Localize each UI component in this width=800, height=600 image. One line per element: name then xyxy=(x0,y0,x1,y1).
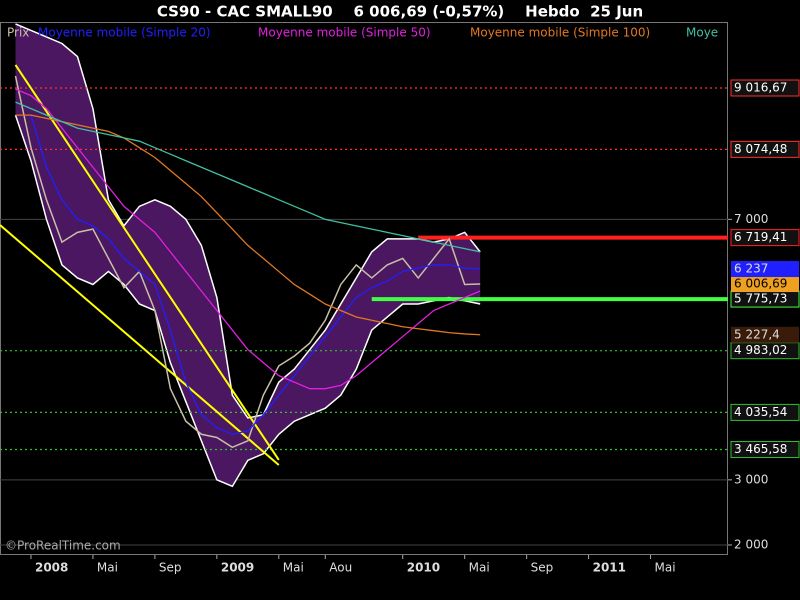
x-tick-label: 2009 xyxy=(221,561,254,575)
legend-entry: Moyenne mobile (Simple 50) xyxy=(258,26,431,40)
level-box xyxy=(730,79,800,97)
level-box xyxy=(730,403,800,421)
last-value-box xyxy=(731,326,799,343)
trendline xyxy=(14,64,280,461)
series-line xyxy=(15,114,481,336)
y-tick-label: 2 000 xyxy=(734,537,768,551)
trendline xyxy=(0,224,280,466)
y-tick-label: 3 000 xyxy=(734,472,768,486)
x-tick-label: 2010 xyxy=(407,561,440,575)
level-label: 6 719,41 xyxy=(734,230,787,244)
y-tick-label: 7 000 xyxy=(734,212,768,226)
x-tick-label: Mai xyxy=(655,561,676,575)
level-label: 3 465,58 xyxy=(734,442,787,456)
x-tick-label: Mai xyxy=(469,561,490,575)
last-value-label: 5 227,4 xyxy=(734,327,780,341)
level-label: 4 983,02 xyxy=(734,343,787,357)
last-value-label: 6 006,69 xyxy=(734,277,787,291)
plot-area: Prix Moyenne mobile (Simple 20) Moyenne mo… xyxy=(0,23,728,546)
level-box xyxy=(730,140,800,158)
level-label: 8 074,48 xyxy=(734,142,787,156)
legend-entry: Prix xyxy=(7,26,29,40)
legend-entry: Moyenne mobile (Simple 20) xyxy=(38,26,211,40)
last-value-box xyxy=(731,261,799,278)
band-lower xyxy=(14,114,481,488)
x-tick-label: Mai xyxy=(97,561,118,575)
band-fill xyxy=(15,23,481,487)
level-label: 4 035,54 xyxy=(734,405,787,419)
level-label: 5 775,73 xyxy=(734,292,787,306)
last-value-label: 6 237 xyxy=(734,262,768,276)
level-label: 9 016,67 xyxy=(734,80,787,94)
x-tick-label: Sep xyxy=(531,561,554,575)
series-line xyxy=(30,114,481,435)
series-line xyxy=(15,101,481,253)
x-tick-label: 2011 xyxy=(593,561,626,575)
legend-entry: Moyenne mobile (Simple 100) xyxy=(470,26,650,40)
series-line xyxy=(14,75,481,449)
level-box xyxy=(730,441,800,459)
chart-title: CS90 - CAC SMALL90 6 006,69 (-0,57%) Heb… xyxy=(157,3,643,21)
overlay: 2 000 3 000 7 000 2008 Mai Sep 2009 Mai Aou 2010 M… xyxy=(30,79,800,575)
series-line xyxy=(15,88,481,390)
legend-entry: Moye xyxy=(686,26,718,40)
x-tick-label: 2008 xyxy=(35,561,68,575)
x-tick-label: Mai xyxy=(283,561,304,575)
credit: ©ProRealTime.com xyxy=(5,539,121,553)
x-tick-label: Sep xyxy=(159,561,182,575)
plot-frame xyxy=(0,22,728,555)
band-upper xyxy=(15,23,481,419)
last-value-box xyxy=(731,276,799,293)
x-tick-label: Aou xyxy=(329,561,352,575)
level-box xyxy=(730,229,800,247)
